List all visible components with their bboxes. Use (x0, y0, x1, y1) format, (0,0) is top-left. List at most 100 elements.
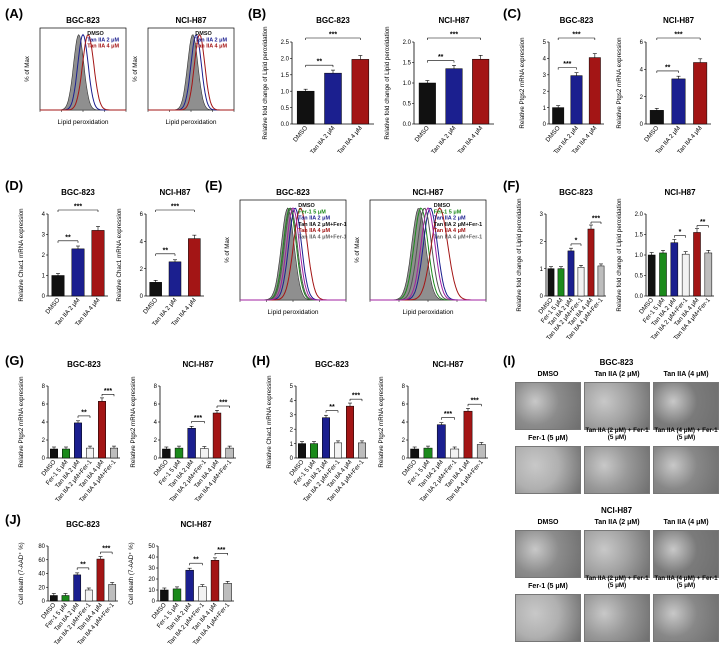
bar (174, 447, 184, 459)
y-tick-label: 20 (148, 577, 155, 583)
bar (476, 444, 486, 459)
micrograph-label: Tan IIA (4 μM) (663, 519, 709, 526)
bar (547, 268, 555, 297)
bar (334, 442, 342, 459)
y-tick-label: 3 (290, 413, 294, 419)
micrograph-label: Tan IIA (4 μM) (663, 371, 709, 378)
legend-entry: DMSO (434, 203, 451, 209)
bar (223, 583, 232, 602)
micrograph: DMSO (515, 519, 581, 578)
bar (98, 401, 106, 459)
y-axis-label: Relative Ptgs2 mRNA expression (130, 376, 137, 468)
bar (200, 448, 209, 459)
y-axis-label: Relative fold change of Lipid peroxidati… (616, 198, 623, 312)
y-tick-label: 1.5 (403, 61, 412, 67)
micrograph-label: Tan IIA (2 μM) (594, 519, 640, 526)
bar (588, 57, 601, 125)
micro-cell-line-title: BGC-823 (599, 358, 634, 367)
bar (410, 448, 420, 459)
bar (210, 560, 220, 602)
sig-mark: *** (104, 388, 112, 395)
legend-entry: Tan IIA 4 μM (434, 228, 466, 234)
bar (86, 447, 94, 459)
sig-mark: ** (329, 404, 335, 411)
sig-mark: *** (674, 32, 682, 39)
micrograph: Tan IIA (2 μM) (584, 519, 650, 578)
flow-histogram-e-bgc: BGC-823 % of Max Lipid peroxidation DMSOFer… (224, 188, 347, 316)
x-axis-label: Lipid peroxidation (403, 309, 454, 316)
bar (670, 242, 679, 297)
bar (647, 254, 656, 297)
bar (168, 261, 182, 297)
y-tick-label: 6 (42, 402, 46, 408)
y-tick-label: 2 (42, 253, 46, 259)
chart-title: NCI-H87 (663, 16, 695, 25)
bar (557, 268, 565, 297)
bar (198, 586, 207, 602)
micrograph: Fer-1 (5 μM) (515, 435, 581, 494)
y-tick-label: 2 (540, 240, 544, 246)
sig-mark: ** (665, 64, 671, 71)
bar (570, 75, 583, 125)
bar (149, 282, 162, 297)
micrograph-label: Fer-1 (5 μM) (528, 435, 568, 442)
micrograph: Tan IIA (2 μM) + Fer-1 (5 μM) (584, 575, 650, 642)
y-tick-label: 0.0 (635, 294, 644, 300)
micrograph: Tan IIA (2 μM) + Fer-1 (5 μM) (584, 427, 650, 494)
chart-title: NCI-H87 (159, 188, 191, 197)
sig-mark: *** (471, 398, 479, 405)
bar-chart-g-nci: NCI-H87 Relative Ptgs2 mRNA expression 0 2 4… (130, 360, 236, 504)
bar-chart-c-bgc: BGC-823 Relative Ptgs2 mRNA expression 0 1 2… (519, 16, 604, 156)
panel-label-a: (A) (5, 6, 24, 21)
sig-mark: *** (102, 546, 110, 553)
category-label: Tan IIA 4 μM (457, 125, 485, 156)
microscopy-panel: BGC-823 DMSO Tan IIA (2 μM) Tan IIA (4 μM) F… (515, 358, 719, 653)
bar-chart-f-nci: NCI-H87 Relative fold change of Lipid per… (616, 188, 714, 342)
histogram-curve (240, 207, 346, 301)
chart-title: BGC-823 (316, 16, 350, 25)
y-tick-label: 0 (154, 456, 158, 462)
chart-title: NCI-H87 (664, 188, 696, 197)
x-axis-label: Lipid peroxidation (268, 309, 319, 316)
y-tick-label: 6 (402, 402, 406, 408)
micrograph-label: DMSO (537, 519, 559, 526)
bar (463, 410, 473, 459)
y-axis-label: Relative fold change of Lipid peroxidati… (384, 26, 391, 140)
sig-mark: ** (163, 247, 169, 254)
y-tick-label: 0.5 (403, 102, 412, 108)
bar-chart-b-nci: NCI-H87 Relative fold change of Lipid per… (384, 16, 494, 156)
sig-mark: *** (444, 411, 452, 418)
bar (472, 58, 490, 125)
bar (693, 62, 708, 125)
x-axis-label: Lipid peroxidation (58, 119, 109, 126)
y-axis-label: Relative fold change of Lipid peroxidati… (262, 26, 269, 140)
bar-chart-g-bgc: BGC-823 Relative Ptgs2 mRNA expression 0 2 4… (18, 360, 120, 504)
bar (671, 78, 686, 125)
sig-mark: *** (217, 547, 225, 554)
chart-title: BGC-823 (61, 188, 95, 197)
y-tick-label: 2 (140, 267, 144, 273)
bar (108, 584, 117, 602)
y-tick-label: 1 (543, 106, 547, 112)
bar (51, 275, 65, 297)
y-tick-label: 4 (290, 399, 294, 405)
bar-chart-c-nci: NCI-H87 Relative Ptgs2 mRNA expression 0 2 4… (616, 16, 711, 156)
y-tick-label: 4 (42, 212, 46, 218)
sig-mark: *** (194, 415, 202, 422)
y-tick-label: 1.0 (403, 81, 412, 87)
y-tick-label: 5 (290, 384, 294, 390)
sig-mark: ** (700, 219, 706, 226)
micrograph-label: Tan IIA (2 μM) + Fer-1 (5 μM) (585, 427, 649, 441)
bar (649, 110, 664, 125)
bar (681, 253, 690, 297)
bar-chart-h-nci: NCI-H87 Relative Ptgs2 mRNA expression 0 2 4… (378, 360, 488, 504)
y-tick-label: 1 (290, 442, 294, 448)
histogram-curve (40, 33, 126, 111)
flow-histogram-e-nci: NCI-H87 % of Max Lipid peroxidation DMSOFer… (354, 188, 487, 316)
y-axis-label: Relative Ptgs2 mRNA expression (519, 37, 526, 129)
bar-chart-h-bgc: BGC-823 Relative Chac1 mRNA expression 0 1 2… (266, 360, 368, 504)
y-tick-label: 1.5 (281, 73, 290, 79)
y-tick-label: 6 (640, 40, 644, 46)
